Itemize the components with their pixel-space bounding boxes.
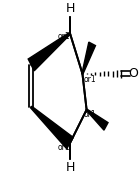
Text: O: O: [128, 67, 138, 80]
Text: or1: or1: [58, 143, 70, 152]
Text: H: H: [65, 161, 75, 174]
Text: or1: or1: [84, 75, 96, 84]
Polygon shape: [82, 42, 95, 74]
Text: H: H: [65, 2, 75, 15]
Text: or1: or1: [84, 110, 96, 119]
Polygon shape: [28, 32, 70, 71]
Polygon shape: [86, 109, 108, 130]
Polygon shape: [31, 106, 73, 149]
Text: or1: or1: [58, 32, 70, 41]
